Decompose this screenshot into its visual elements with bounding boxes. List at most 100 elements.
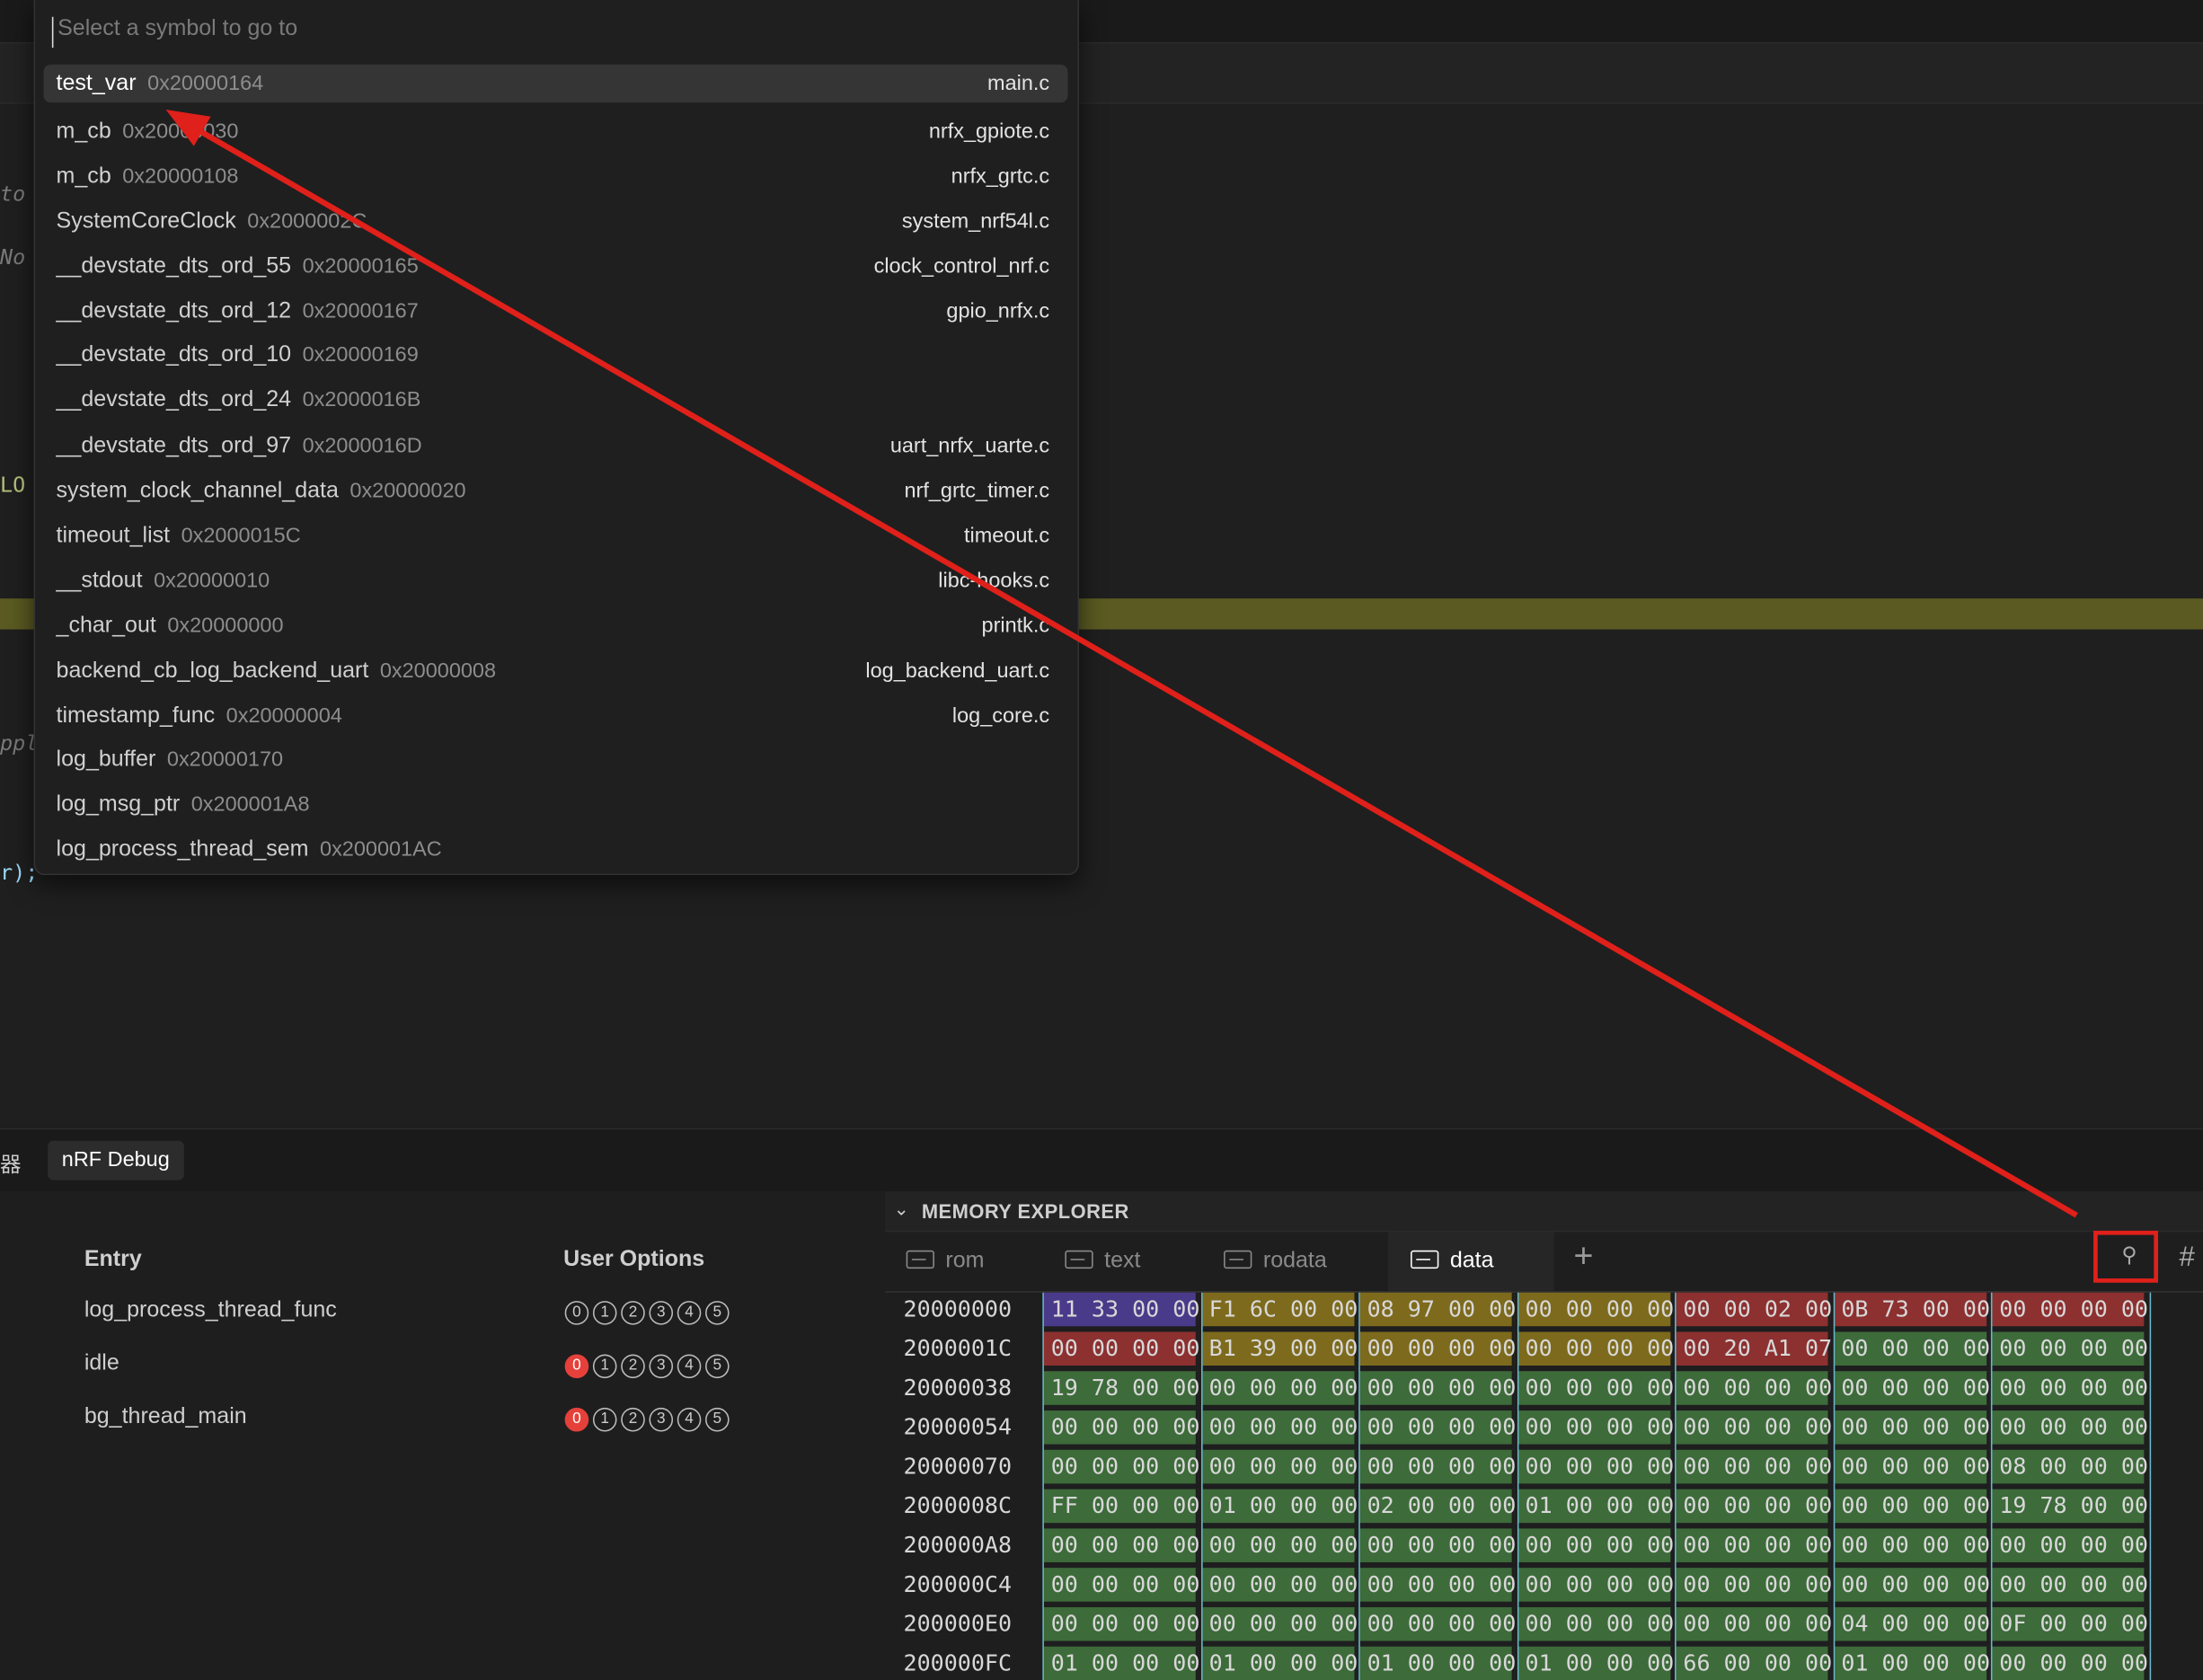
memory-cell[interactable]: 00 00 00 00: [1359, 1449, 1516, 1490]
tab-rodata[interactable]: rodata: [1224, 1232, 1378, 1291]
memory-cell[interactable]: 11 33 00 00: [1043, 1292, 1199, 1332]
memory-cell[interactable]: 00 00 00 00: [1676, 1449, 1832, 1490]
user-option-radio[interactable]: 1: [592, 1407, 617, 1432]
memory-cell[interactable]: 00 00 00 00: [1676, 1371, 1832, 1411]
memory-cell[interactable]: 01 00 00 00: [1201, 1646, 1358, 1680]
memory-cell[interactable]: 00 00 00 00: [1043, 1606, 1199, 1647]
memory-cell[interactable]: 00 00 00 00: [1517, 1292, 1674, 1332]
tab-rom[interactable]: rom: [906, 1232, 1041, 1291]
memory-cell[interactable]: 08 97 00 00: [1359, 1292, 1516, 1332]
memory-cell[interactable]: 19 78 00 00: [1992, 1489, 2148, 1529]
memory-cell[interactable]: 19 78 00 00: [1043, 1371, 1199, 1411]
memory-cell[interactable]: 08 00 00 00: [1992, 1449, 2148, 1490]
memory-cell[interactable]: 00 00 00 00: [1517, 1371, 1674, 1411]
memory-cell[interactable]: 00 00 00 00: [1834, 1331, 1990, 1372]
symbol-item[interactable]: __stdout 0x20000010 libc-hooks.c: [43, 562, 1067, 600]
memory-cell[interactable]: 00 00 00 00: [1992, 1371, 2148, 1411]
memory-cell[interactable]: 66 00 00 00: [1676, 1646, 1832, 1680]
memory-cell[interactable]: 01 00 00 00: [1043, 1646, 1199, 1680]
user-option-radio[interactable]: 2: [621, 1354, 645, 1379]
memory-explorer-header[interactable]: [885, 1191, 2203, 1233]
memory-cell[interactable]: 00 00 00 00: [1676, 1410, 1832, 1450]
user-option-radio[interactable]: 4: [677, 1301, 702, 1325]
memory-cell[interactable]: 00 00 00 00: [1359, 1410, 1516, 1450]
memory-cell[interactable]: F1 6C 00 00: [1201, 1292, 1358, 1332]
plus-icon[interactable]: +: [1573, 1237, 1594, 1276]
memory-cell[interactable]: 00 00 00 00: [1517, 1528, 1674, 1569]
user-option-radio[interactable]: 5: [705, 1301, 730, 1325]
memory-cell[interactable]: 00 00 00 00: [1043, 1449, 1199, 1490]
memory-cell[interactable]: 00 00 00 00: [1834, 1489, 1990, 1529]
symbol-item[interactable]: test_var 0x20000164 main.c: [43, 64, 1068, 103]
memory-cell[interactable]: 00 20 A1 07: [1676, 1331, 1832, 1372]
user-option-radio[interactable]: 2: [621, 1301, 645, 1325]
memory-cell[interactable]: 00 00 00 00: [1992, 1331, 2148, 1372]
memory-cell[interactable]: 00 00 00 00: [1201, 1528, 1358, 1569]
memory-cell[interactable]: 00 00 00 00: [1676, 1568, 1832, 1607]
user-option-radio[interactable]: 5: [705, 1354, 730, 1379]
memory-cell[interactable]: 00 00 00 00: [1676, 1606, 1832, 1647]
symbol-item[interactable]: m_cb 0x20000030 nrfx_gpiote.c: [43, 112, 1067, 150]
memory-cell[interactable]: 00 00 00 00: [1992, 1568, 2148, 1607]
memory-cell[interactable]: 01 00 00 00: [1359, 1646, 1516, 1680]
pin-icon[interactable]: ⚲: [2121, 1242, 2137, 1268]
symbol-item[interactable]: m_cb 0x20000108 nrfx_grtc.c: [43, 157, 1067, 195]
memory-cell[interactable]: 00 00 00 00: [1201, 1606, 1358, 1647]
chevron-down-icon[interactable]: ⌄: [893, 1198, 909, 1220]
symbol-quick-pick[interactable]: Select a symbol to go to test_var 0x20000…: [33, 0, 1079, 876]
memory-cell[interactable]: B1 39 00 00: [1201, 1331, 1358, 1372]
memory-cell[interactable]: FF 00 00 00: [1043, 1489, 1199, 1529]
memory-cell[interactable]: 00 00 00 00: [1992, 1410, 2148, 1450]
user-option-radio[interactable]: 4: [677, 1407, 702, 1432]
memory-cell[interactable]: 00 00 00 00: [1517, 1331, 1674, 1372]
memory-cell[interactable]: 00 00 00 00: [1201, 1410, 1358, 1450]
symbol-item[interactable]: timeout_list 0x2000015C timeout.c: [43, 517, 1067, 554]
memory-cell[interactable]: 00 00 00 00: [1359, 1606, 1516, 1647]
symbol-search-input[interactable]: Select a symbol to go to: [51, 16, 1069, 49]
memory-cell[interactable]: 01 00 00 00: [1834, 1646, 1990, 1680]
memory-cell[interactable]: 00 00 00 00: [1676, 1489, 1832, 1529]
memory-cell[interactable]: 00 00 00 00: [1043, 1410, 1199, 1450]
memory-cell[interactable]: 0B 73 00 00: [1834, 1292, 1990, 1332]
memory-cell[interactable]: 00 00 00 00: [1517, 1410, 1674, 1450]
memory-cell[interactable]: 04 00 00 00: [1834, 1606, 1990, 1647]
user-option-radio[interactable]: 4: [677, 1354, 702, 1379]
symbol-item[interactable]: log_process_thread_sem 0x200001AC: [43, 830, 1067, 868]
memory-cell[interactable]: 00 00 00 00: [1517, 1606, 1674, 1647]
memory-cell[interactable]: 01 00 00 00: [1517, 1646, 1674, 1680]
memory-cell[interactable]: 00 00 00 00: [1359, 1568, 1516, 1607]
tab-nrf-debug[interactable]: nRF Debug: [48, 1140, 184, 1180]
memory-cell[interactable]: 00 00 02 00: [1676, 1292, 1832, 1332]
user-option-radio[interactable]: 0: [564, 1354, 589, 1379]
memory-cell[interactable]: 00 00 00 00: [1359, 1528, 1516, 1569]
memory-cell[interactable]: 00 00 00 00: [1834, 1528, 1990, 1569]
memory-cell[interactable]: 0F 00 00 00: [1992, 1606, 2148, 1647]
symbol-item[interactable]: log_buffer 0x20000170: [43, 740, 1067, 778]
memory-cell[interactable]: 00 00 00 00: [1992, 1528, 2148, 1569]
memory-cell[interactable]: 00 00 00 00: [1676, 1528, 1832, 1569]
symbol-item[interactable]: __devstate_dts_ord_24 0x2000016B: [43, 381, 1067, 419]
memory-cell[interactable]: 00 00 00 00: [1201, 1371, 1358, 1411]
symbol-item[interactable]: timestamp_func 0x20000004 log_core.c: [43, 697, 1067, 735]
tab-text[interactable]: text: [1065, 1232, 1199, 1291]
user-option-radio[interactable]: 5: [705, 1407, 730, 1432]
memory-cell[interactable]: 00 00 00 00: [1834, 1568, 1990, 1607]
user-option-radio[interactable]: 3: [649, 1407, 674, 1432]
memory-cell[interactable]: 00 00 00 00: [1834, 1410, 1990, 1450]
tab-data[interactable]: data: [1388, 1232, 1554, 1292]
user-option-radio[interactable]: 3: [649, 1354, 674, 1379]
memory-cell[interactable]: 00 00 00 00: [1043, 1331, 1199, 1372]
memory-cell[interactable]: 00 00 00 00: [1201, 1568, 1358, 1607]
symbol-item[interactable]: __devstate_dts_ord_10 0x20000169: [43, 336, 1067, 374]
user-option-radio[interactable]: 0: [564, 1407, 589, 1432]
user-option-radio[interactable]: 1: [592, 1354, 617, 1379]
symbol-item[interactable]: system_clock_channel_data 0x20000020 nrf_g…: [43, 472, 1067, 509]
panel-tab-fragment[interactable]: 器: [0, 1153, 22, 1178]
memory-cell[interactable]: 02 00 00 00: [1359, 1489, 1516, 1529]
memory-cell[interactable]: 00 00 00 00: [1043, 1528, 1199, 1569]
symbol-item[interactable]: backend_cb_log_backend_uart 0x20000008 log…: [43, 652, 1067, 690]
hash-icon[interactable]: #: [2179, 1242, 2195, 1273]
symbol-item[interactable]: __devstate_dts_ord_97 0x2000016D uart_nrfx…: [43, 427, 1067, 464]
symbol-item[interactable]: log_msg_ptr 0x200001A8: [43, 785, 1067, 823]
user-option-radio[interactable]: 1: [592, 1301, 617, 1325]
